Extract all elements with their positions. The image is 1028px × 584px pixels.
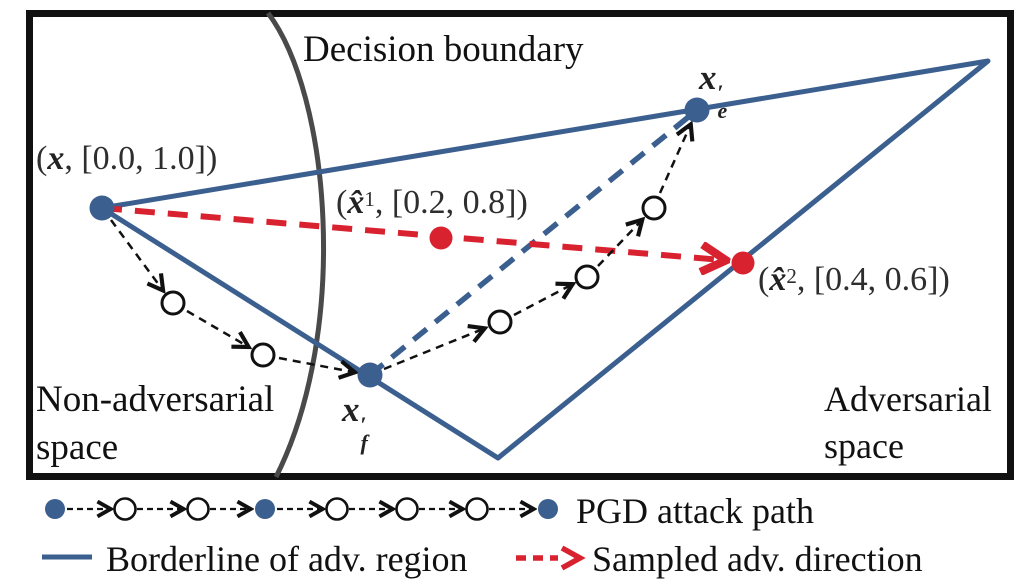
sampled-point-xhat1-dot <box>429 226 453 250</box>
legend-borderline-label: Borderline of adv. region <box>106 539 468 579</box>
point-xf-dot <box>357 362 383 388</box>
start-point-x-dot <box>89 195 115 221</box>
legend-blue-dot <box>255 499 275 519</box>
adversarial-line1: Adversarial <box>824 379 992 419</box>
pgd-step-arrow <box>597 221 641 267</box>
pgd-intermediate-steps <box>160 195 667 368</box>
decision-boundary-curve <box>266 11 326 479</box>
legend-blue-dot <box>538 499 558 519</box>
legend-blue-dot <box>45 499 65 519</box>
point-xhat1-label: (x̂1, [0.2, 0.8]) <box>336 184 528 221</box>
pgd-step-arrow <box>278 356 353 372</box>
non-adversarial-line2: space <box>36 427 119 469</box>
pgd-step-arrow <box>658 126 690 194</box>
point-x-label: (x, [0.0, 1.0]) <box>36 140 218 177</box>
legend-sampled-label: Sampled adv. direction <box>592 539 923 579</box>
legend-pgd-strip <box>45 497 558 521</box>
legend-borderline-swatch <box>42 554 92 560</box>
pgd-step-arrow <box>109 219 162 289</box>
diagram-frame <box>26 10 1014 480</box>
pgd-step-circle <box>487 309 513 335</box>
pgd-step-circle <box>574 264 600 290</box>
point-xe-dot <box>684 97 710 123</box>
pgd-path-2 <box>383 126 690 371</box>
pgd-step-circle <box>160 290 186 316</box>
legend-open-circle <box>465 497 489 521</box>
pgd-step-arrow <box>186 309 247 346</box>
legend-open-circle <box>325 497 349 521</box>
adversarial-space-label: Adversarial space <box>824 376 992 470</box>
decision-boundary-label: Decision boundary <box>303 29 584 70</box>
adversarial-line2: space <box>824 425 904 466</box>
legend-open-circle <box>186 497 210 521</box>
legend-open-circle <box>395 497 419 521</box>
legend-red-arrowhead-icon <box>560 545 586 571</box>
pgd-step-arrow <box>513 285 571 317</box>
point-xhat2-label: (x̂2, [0.4, 0.6]) <box>758 261 950 298</box>
non-adversarial-space-label: Non-adversarial space <box>36 376 274 472</box>
point-xf-label: x ′ f <box>342 390 368 455</box>
pgd-path-1 <box>109 219 353 372</box>
non-adversarial-line1: Non-adversarial <box>36 379 275 420</box>
pgd-step-circle <box>641 195 667 221</box>
point-xe-label: x ′ e <box>699 58 728 123</box>
pgd-step-arrow <box>383 329 483 371</box>
legend-sampled-swatch <box>516 545 586 571</box>
pgd-step-circle <box>250 342 276 368</box>
legend-pgd-label: PGD attack path <box>576 491 814 531</box>
legend-open-circle <box>113 497 137 521</box>
sampled-point-xhat2-dot <box>731 251 755 275</box>
sampled-direction-arrow <box>101 205 722 260</box>
